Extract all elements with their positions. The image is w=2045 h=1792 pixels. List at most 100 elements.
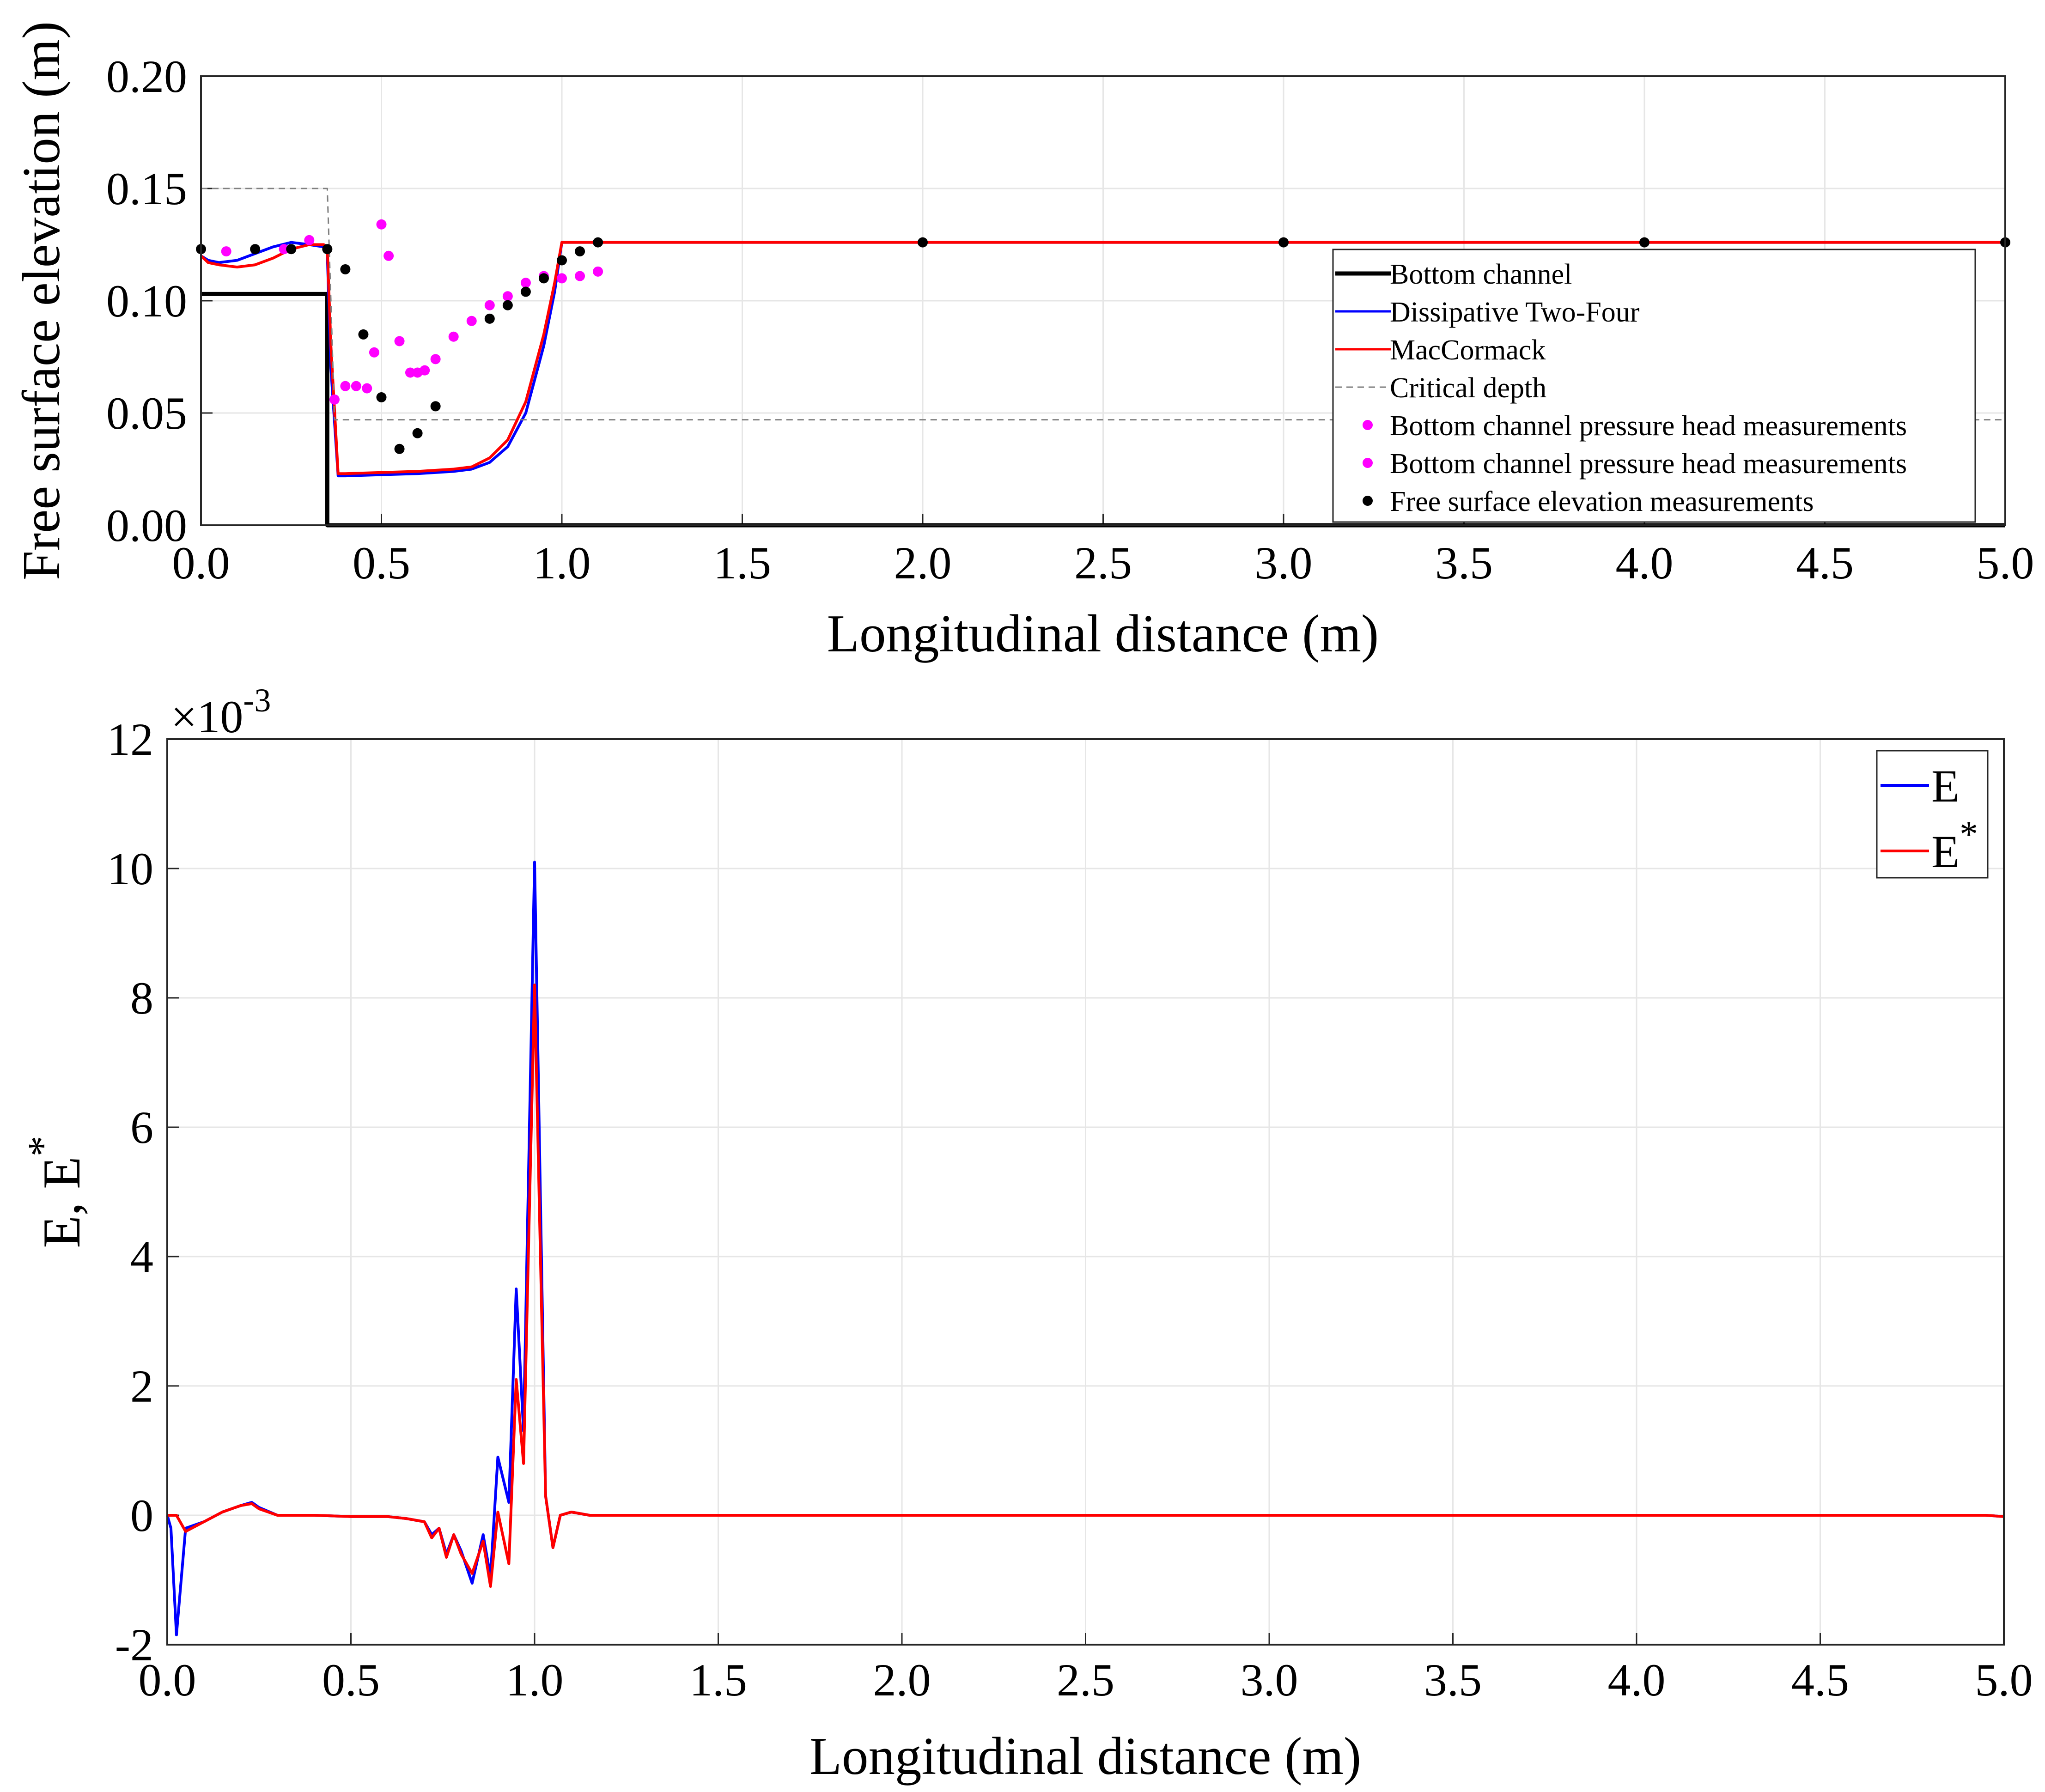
legend-entries: Bottom channel Dissipative Two-Four MacCor… bbox=[1335, 259, 1907, 517]
series-bottom-channel-pressure-head-measurements-4-point bbox=[369, 347, 379, 358]
series-bottom-channel-pressure-head-measurements-5-point bbox=[502, 291, 513, 302]
legend-label: Free surface elevation measurements bbox=[1390, 486, 1814, 517]
series-bottom-channel-pressure-head-measurements-5-point bbox=[575, 271, 585, 281]
legend-label: Dissipative Two-Four bbox=[1390, 297, 1640, 328]
x-tick-label: 0.0 bbox=[172, 537, 230, 589]
legend-label: Bottom channel bbox=[1390, 259, 1572, 290]
series-free-surface-elevation-measurements-6-point bbox=[1639, 237, 1649, 248]
y-axis-label-main: E, E bbox=[32, 1157, 91, 1248]
y-tick-label: 0.20 bbox=[106, 51, 187, 102]
y-tick-label: 2 bbox=[130, 1361, 153, 1412]
legend-label: Bottom channel pressure head measurement… bbox=[1390, 410, 1907, 442]
x-tick-label: 3.5 bbox=[1424, 1654, 1482, 1706]
y-tick-label: 6 bbox=[130, 1102, 153, 1153]
series-bottom-channel-pressure-head-measurements-4-point bbox=[448, 331, 459, 342]
series-free-surface-elevation-measurements-6-point bbox=[340, 264, 351, 274]
series-bottom-channel-pressure-head-measurements-4-point bbox=[394, 336, 405, 346]
y-axis-label-superscript: * bbox=[20, 1136, 66, 1157]
series-free-surface-elevation-measurements-6-point bbox=[538, 273, 549, 284]
x-tick-label: 0.5 bbox=[353, 537, 410, 589]
series-free-surface-elevation-measurements-6-point bbox=[322, 244, 333, 255]
legend-marker bbox=[1363, 496, 1373, 506]
x-tick-label: 2.0 bbox=[873, 1654, 931, 1706]
series-free-surface-elevation-measurements-6-point bbox=[250, 244, 261, 255]
x-tick-label: 0.0 bbox=[139, 1654, 196, 1706]
chart-error: 0.0 0.5 1.0 1.5 2.0 2.5 3.0 3.5 4.0 4.5 5.0 -2 0 2 4 6… bbox=[20, 682, 2033, 1786]
y-tick-label: 0 bbox=[130, 1490, 153, 1541]
x-tick-label: 5.0 bbox=[1977, 537, 2034, 589]
x-tick-label: 3.0 bbox=[1241, 1654, 1298, 1706]
y-multiplier: ×10-3 bbox=[171, 682, 271, 742]
series-bottom-channel-pressure-head-measurements-5-point bbox=[484, 300, 495, 310]
x-tick-label: 1.0 bbox=[506, 1654, 564, 1706]
legend-marker bbox=[1363, 458, 1373, 468]
series-critical-depth-3-line bbox=[201, 188, 2005, 421]
plot-frame bbox=[200, 75, 2006, 526]
legend-label: E bbox=[1931, 760, 1960, 812]
x-axis-label: Longitudinal distance (m) bbox=[809, 1727, 1361, 1786]
plot-frame bbox=[166, 738, 2005, 1646]
series-bottom-channel-pressure-head-measurements-4-point bbox=[430, 354, 441, 364]
y-tick-label: 4 bbox=[130, 1231, 153, 1282]
legend-marker bbox=[1363, 420, 1373, 430]
x-tick-labels: 0.0 0.5 1.0 1.5 2.0 2.5 3.0 3.5 4.0 4.5 5.0 bbox=[172, 537, 2034, 589]
series-maccormack-2-line bbox=[200, 241, 2005, 475]
x-tick-label: 1.0 bbox=[533, 537, 591, 589]
x-tick-label: 4.0 bbox=[1608, 1654, 1666, 1706]
y-tick-label: -2 bbox=[115, 1619, 153, 1671]
series-free-surface-elevation-measurements-6-point bbox=[412, 428, 423, 438]
series-bottom-channel-pressure-head-measurements-4-point bbox=[340, 381, 351, 391]
series-free-surface-elevation-measurements-6-point bbox=[394, 443, 405, 454]
y-axis-label: E, E* bbox=[20, 1136, 91, 1248]
series-bottom-channel-pressure-head-measurements-4-point bbox=[221, 246, 231, 257]
series-bottom-channel-pressure-head-measurements-4-point bbox=[383, 250, 394, 261]
legend-box bbox=[1876, 750, 1989, 879]
series-free-surface-elevation-measurements-6-point bbox=[484, 313, 495, 324]
series-bottom-channel-pressure-head-measurements-4-point bbox=[405, 367, 415, 378]
x-tick-label: 5.0 bbox=[1975, 1654, 2033, 1706]
x-tick-label: 4.5 bbox=[1796, 537, 1854, 589]
y-tick-label: 0.15 bbox=[106, 163, 187, 214]
x-axis-label: Longitudinal distance (m) bbox=[827, 604, 1379, 663]
grid-lines bbox=[166, 738, 2005, 1646]
legend-label: MacCormack bbox=[1390, 334, 1546, 366]
y-tick-labels: 0.00 0.05 0.10 0.15 0.20 bbox=[106, 51, 187, 551]
series-bottom-channel-pressure-head-measurements-4-point bbox=[279, 244, 289, 255]
legend-label: Critical depth bbox=[1390, 372, 1546, 404]
series-bottom-channel-pressure-head-measurements-4-point bbox=[420, 365, 430, 376]
series-free-surface-elevation-measurements-6-point bbox=[918, 237, 928, 248]
series-bottom-channel-pressure-head-measurements-4-point bbox=[376, 219, 387, 230]
chart-free-surface: 0.0 0.5 1.0 1.5 2.0 2.5 3.0 3.5 4.0 4.5 5.0 0.000.… bbox=[12, 21, 2034, 663]
x-tick-label: 2.5 bbox=[1074, 537, 1132, 589]
series-bottom-channel-pressure-head-measurements-4-point bbox=[304, 235, 315, 245]
series-bottom-channel-pressure-head-measurements-5-point bbox=[520, 278, 531, 288]
y-axis-label: Free surface elevation (m) bbox=[12, 21, 71, 580]
series-free-surface-elevation-measurements-6-point bbox=[376, 392, 387, 402]
series-bottom-channel-pressure-head-measurements-4-point bbox=[351, 381, 361, 391]
series-bottom-channel-pressure-head-measurements-5-point bbox=[593, 266, 603, 277]
x-tick-label: 4.0 bbox=[1616, 537, 1674, 589]
series-e--1-line bbox=[167, 984, 2004, 1588]
y-tick-label: 0.00 bbox=[106, 500, 187, 551]
series-free-surface-elevation-measurements-6-point bbox=[358, 329, 369, 340]
x-tick-label: 1.5 bbox=[689, 1654, 747, 1706]
series-free-surface-elevation-measurements-6-point bbox=[557, 255, 567, 266]
legend-box bbox=[1332, 249, 1976, 523]
series-free-surface-elevation-measurements-6-point bbox=[430, 401, 441, 412]
series-free-surface-elevation-measurements-6-point bbox=[520, 286, 531, 297]
series-free-surface-elevation-measurements-6-point bbox=[1278, 237, 1289, 248]
x-tick-label: 2.0 bbox=[894, 537, 952, 589]
legend-label: Bottom channel pressure head measurement… bbox=[1390, 448, 1907, 480]
legend-entries: EE* bbox=[1881, 760, 1978, 877]
series-free-surface-elevation-measurements-6-point bbox=[286, 244, 297, 255]
x-tick-label: 3.0 bbox=[1255, 537, 1313, 589]
x-tick-label: 4.5 bbox=[1791, 1654, 1849, 1706]
y-tick-label: 12 bbox=[107, 714, 153, 765]
legend-label: E* bbox=[1931, 814, 1978, 877]
series-bottom-channel-pressure-head-measurements-5-point bbox=[557, 273, 567, 284]
y-tick-label: 0.10 bbox=[106, 275, 187, 327]
series-free-surface-elevation-measurements-6-point bbox=[502, 300, 513, 310]
x-tick-label: 0.5 bbox=[322, 1654, 380, 1706]
series-bottom-channel-pressure-head-measurements-4-point bbox=[362, 383, 372, 394]
